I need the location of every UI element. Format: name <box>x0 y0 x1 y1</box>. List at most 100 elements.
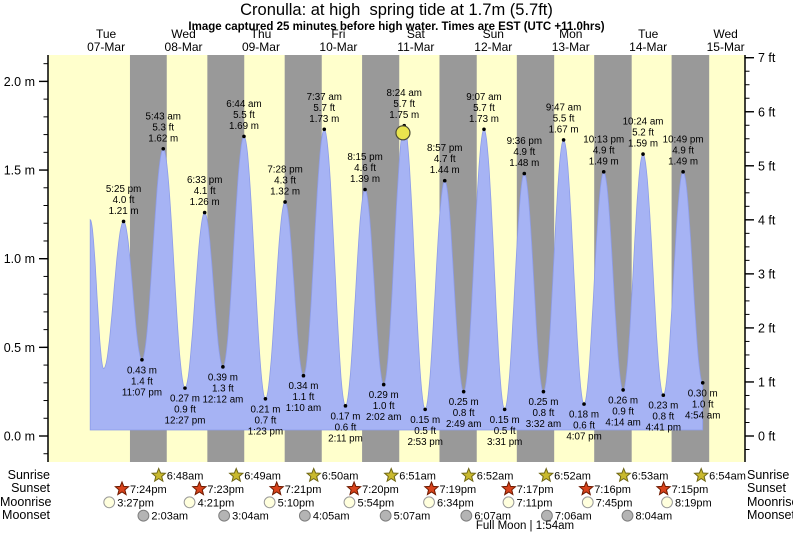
tide-annotation-line: 4:14 am <box>605 417 640 428</box>
tide-annotation-line: 2:02 am <box>366 412 401 423</box>
moonset-time: 5:07am <box>394 511 431 523</box>
moonrise-time: 4:21pm <box>198 497 235 509</box>
tide-annotation-line: 0.43 m <box>127 365 157 376</box>
tide-annotation-line: 5.5 ft <box>553 113 575 124</box>
tide-annotation-line: 0.29 m <box>369 390 399 401</box>
tide-annotation-line: 0.5 ft <box>414 426 436 437</box>
moonset-time: 3:04am <box>232 511 269 523</box>
moonrise-time: 3:27pm <box>117 497 154 509</box>
moonset-time: 8:04am <box>636 511 673 523</box>
day-label-weekday: Sun <box>483 27 504 41</box>
moonrise-icon <box>581 496 594 509</box>
sunset-time: 7:23pm <box>207 484 244 496</box>
tide-annotation-line: 1.69 m <box>229 121 259 132</box>
tide-point-dot <box>242 134 246 139</box>
tide-annotation-line: 0.23 m <box>648 401 678 412</box>
day-label-date: 08-Mar <box>165 40 203 54</box>
tide-annotation-line: 8:15 pm <box>347 152 382 163</box>
tide-annotation-line: 0.26 m <box>608 395 638 406</box>
tide-annotation-line: 5.2 ft <box>632 128 654 139</box>
tide-annotation-line: 1:23 pm <box>248 426 283 437</box>
moonrise-row-label-right: Moonrise <box>747 495 793 509</box>
sunrise-time: 6:54am <box>709 471 746 483</box>
tide-annotation-line: 0.15 m <box>490 415 520 426</box>
sunset-icon <box>500 480 517 496</box>
left-axis-label: 1.0 m <box>4 252 35 266</box>
sunset-icon <box>423 480 440 496</box>
sunrise-time: 6:52am <box>477 471 514 483</box>
moonrise-icon <box>502 496 515 509</box>
moonrise-row-label-left: Moonrise <box>0 495 52 509</box>
moonrise-time: 7:45pm <box>596 497 633 509</box>
moonset-icon <box>298 509 311 522</box>
tide-annotation-line: 9:36 pm <box>507 136 542 147</box>
tide-annotation-line: 1.32 m <box>270 186 300 197</box>
tide-annotation-line: 1.75 m <box>389 110 419 121</box>
tide-annotation-line: 5.7 ft <box>393 99 415 110</box>
tide-annotation-line: 0.30 m <box>688 388 718 399</box>
right-axis-label: 0 ft <box>758 430 776 444</box>
tide-annotation-line: 1.39 m <box>350 174 380 185</box>
tide-annotation-line: 4.0 ft <box>113 195 135 206</box>
tide-annotation-line: 0.6 ft <box>335 422 357 433</box>
tide-annotation-line: 5.7 ft <box>313 103 335 114</box>
tide-point-dot <box>541 389 546 394</box>
sunrise-icon <box>693 467 710 483</box>
tide-annotation-line: 8:57 pm <box>427 143 462 154</box>
sunset-time: 7:20pm <box>362 484 399 496</box>
sunrise-time: 6:50am <box>322 471 359 483</box>
sunset-time: 7:17pm <box>517 484 554 496</box>
tide-annotation-line: 3:32 am <box>526 419 561 430</box>
tide-point-dot <box>263 396 268 401</box>
tide-annotation-line: 12:12 am <box>202 394 243 405</box>
tide-annotation-line: 2:49 am <box>446 419 481 430</box>
tide-point-dot <box>461 389 466 394</box>
day-label-date: 15-Mar <box>707 40 745 54</box>
moonset-icon <box>460 509 473 522</box>
tide-annotation-line: 1:10 am <box>286 403 321 414</box>
tide-annotation-line: 1.59 m <box>628 139 658 150</box>
tide-point-dot <box>183 386 187 390</box>
tide-annotation-line: 0.8 ft <box>533 408 555 419</box>
day-label-date: 07-Mar <box>87 40 125 54</box>
tide-annotation-line: 1.21 m <box>109 206 139 217</box>
sunset-time: 7:24pm <box>130 484 167 496</box>
tide-point-dot <box>561 138 566 142</box>
sunrise-time: 6:53am <box>632 471 669 483</box>
sunrise-time: 6:52am <box>554 471 591 483</box>
tide-point-dot <box>582 402 586 406</box>
tide-point-dot <box>442 178 447 183</box>
sunrise-time: 6:49am <box>244 471 281 483</box>
day-label-date: 11-Mar <box>397 40 434 54</box>
sunset-time: 7:19pm <box>439 484 476 496</box>
right-axis-label: 1 ft <box>758 375 776 389</box>
day-label-weekday: Thu <box>251 27 272 41</box>
tide-annotation-line: 8:24 am <box>387 88 422 99</box>
moonset-icon <box>218 509 231 522</box>
moonset-time: 4:05am <box>313 511 350 523</box>
tide-annotation-line: 4.1 ft <box>194 186 216 197</box>
tide-annotation-line: 4:07 pm <box>566 432 601 443</box>
tide-point-dot <box>522 171 527 176</box>
tide-point-dot <box>661 393 666 398</box>
tide-point-dot <box>221 365 225 369</box>
tide-annotation-line: 0.25 m <box>449 397 479 408</box>
tide-annotation-line: 5.3 ft <box>152 122 174 133</box>
day-label-weekday: Fri <box>331 27 345 41</box>
day-label-weekday: Wed <box>713 27 737 41</box>
sunrise-icon <box>460 467 477 483</box>
tide-annotation-line: 4.9 ft <box>593 145 615 156</box>
right-axis-label: 6 ft <box>758 105 776 119</box>
tide-annotation-line: 0.18 m <box>569 410 599 421</box>
moonrise-time: 5:54pm <box>357 497 394 509</box>
tide-annotation-line: 4.3 ft <box>274 175 296 186</box>
right-axis-label: 7 ft <box>758 51 776 65</box>
sunrise-time: 6:51am <box>399 471 436 483</box>
left-axis-label: 0.0 m <box>4 430 35 444</box>
moonrise-icon <box>661 496 673 509</box>
tide-annotation-line: 10:13 pm <box>583 134 624 145</box>
tide-point-dot <box>641 152 645 156</box>
tide-point-dot <box>381 382 386 387</box>
moonrise-time: 5:10pm <box>278 497 315 509</box>
